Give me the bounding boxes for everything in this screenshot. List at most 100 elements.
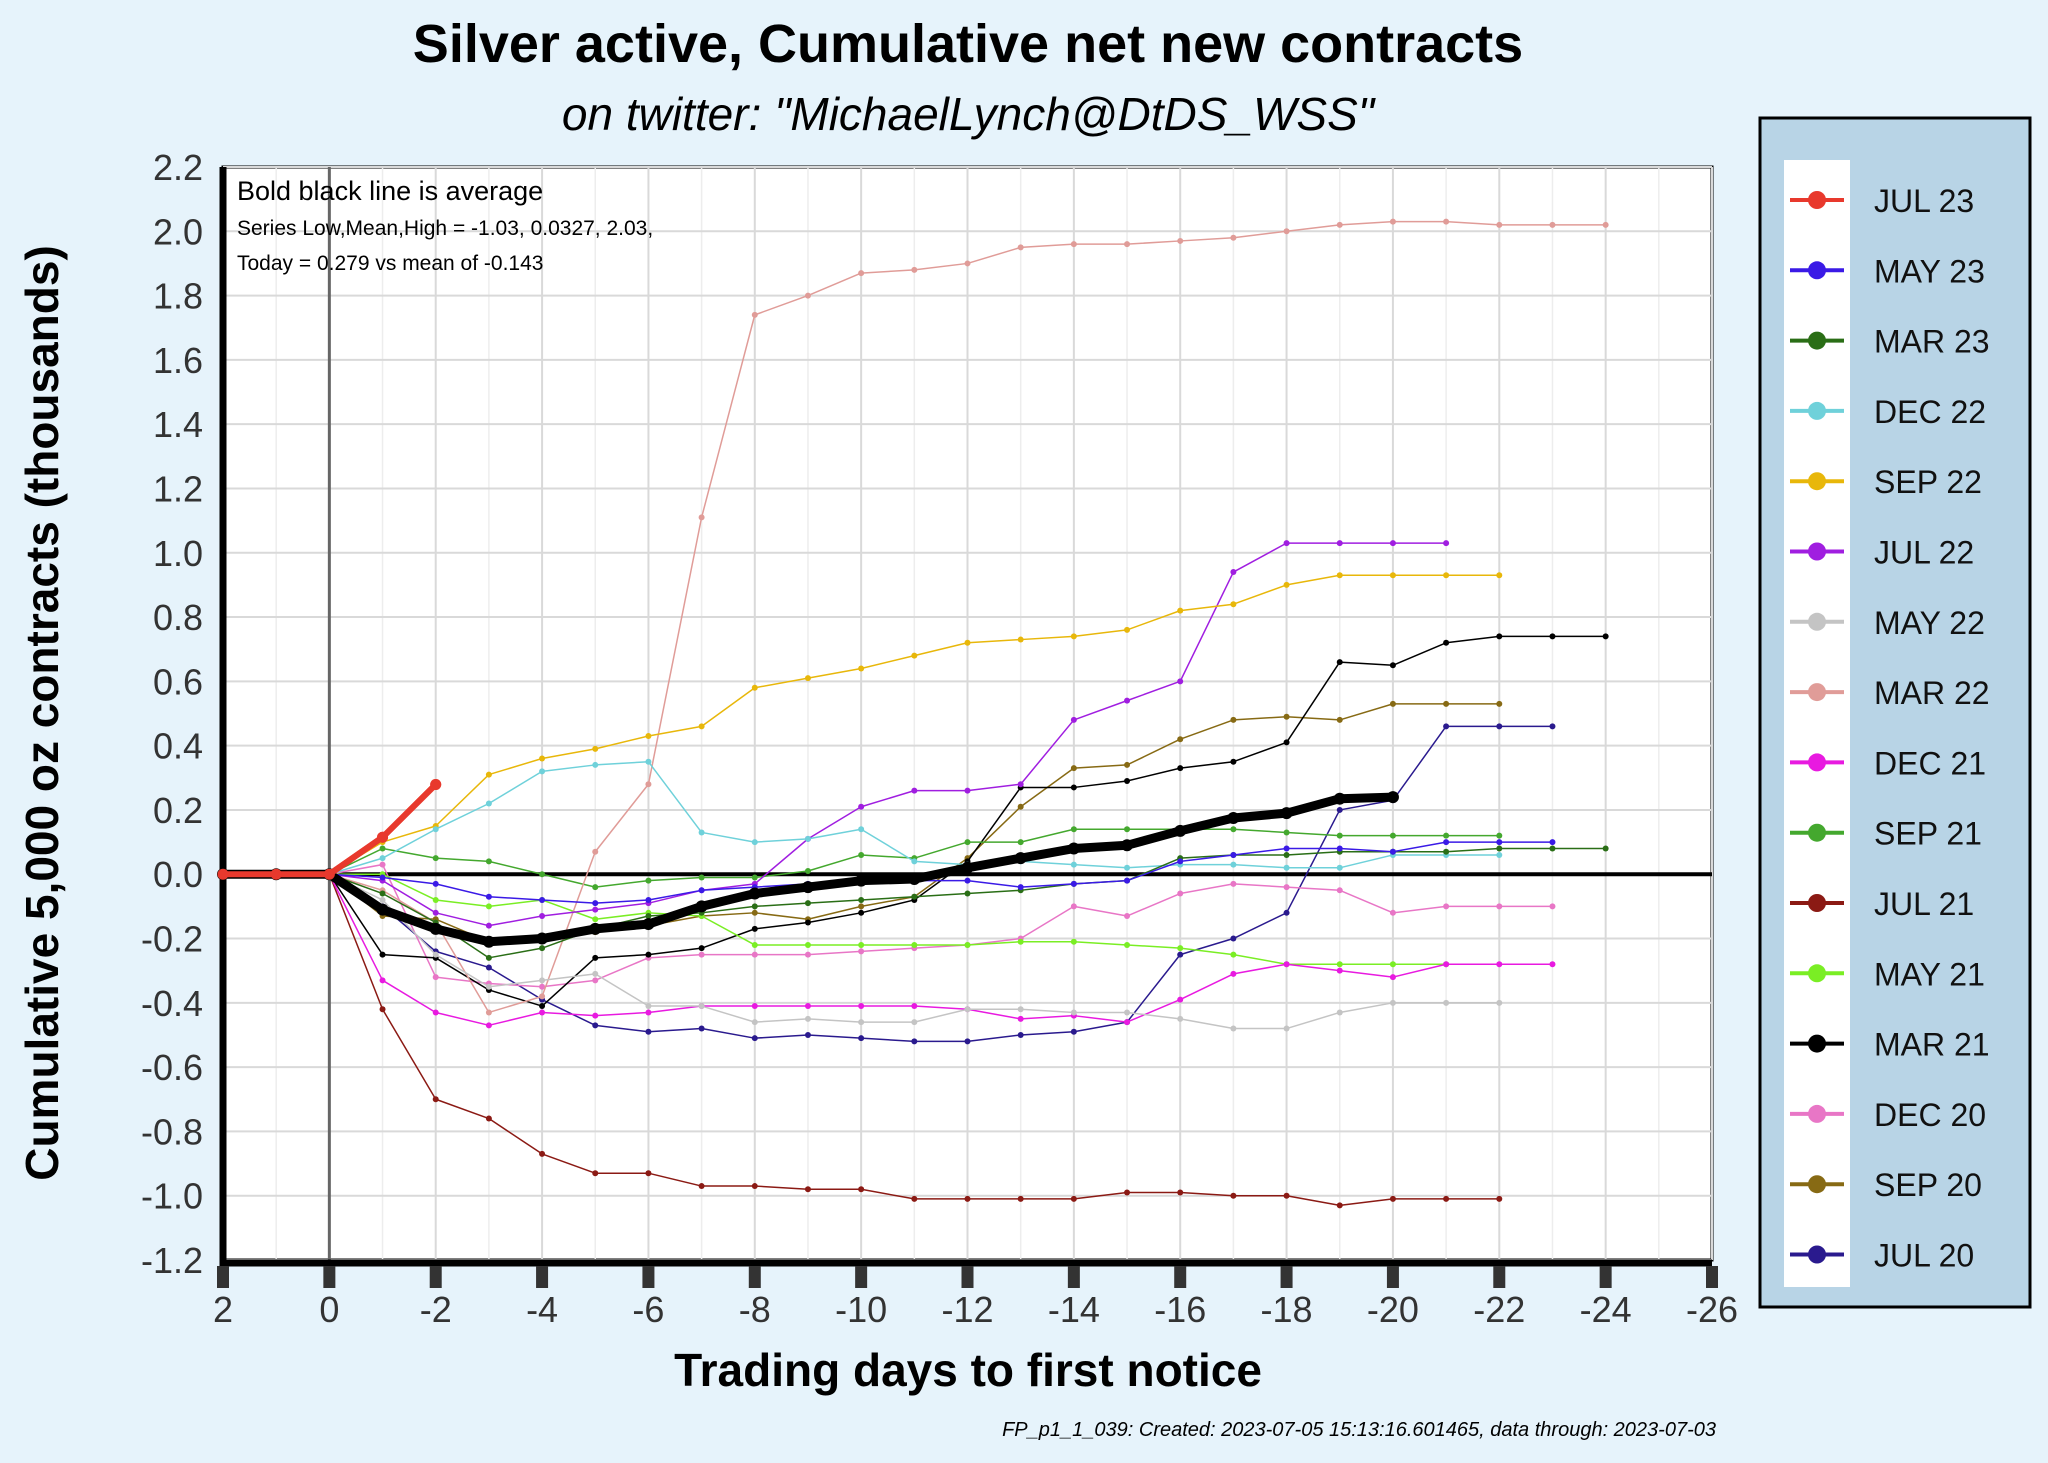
series-mar-22-point-19 (1230, 234, 1237, 241)
series-mar-23-point-8 (645, 913, 652, 920)
series-mar-23-point-25 (1549, 845, 1556, 852)
legend-item-dec-20: DEC 20 (1790, 1097, 1986, 1133)
series-jul-21-point-18 (1177, 1189, 1184, 1196)
series-dec-21-point-24 (1496, 961, 1503, 968)
legend-item-jul-20: JUL 20 (1790, 1238, 1974, 1274)
x-tick-label-12: -22 (1473, 1289, 1525, 1330)
series-mar-22-point-14 (964, 260, 971, 267)
series-sep-22-point-8 (645, 733, 652, 740)
series-dec-21-point-19 (1230, 970, 1237, 977)
series-mar-21-point-10 (751, 925, 758, 932)
series-sep-22-point-10 (751, 684, 758, 691)
y-tick-label-16: -1.0 (141, 1176, 203, 1217)
series-sep-21-point-23 (1443, 832, 1450, 839)
average-series-point-14 (961, 861, 974, 874)
series-may-23-point-8 (645, 896, 652, 903)
series-sep-22-point-24 (1496, 572, 1503, 579)
series-may-23-point-4 (432, 880, 439, 887)
series-may-22-point-14 (964, 1006, 971, 1013)
y-tick-label-17: -1.2 (141, 1240, 203, 1281)
series-sep-20-point-22 (1389, 700, 1396, 707)
legend-item-sep-21: SEP 21 (1790, 816, 1982, 852)
series-jul-22-point-14 (964, 787, 971, 794)
series-mar-23-point-20 (1283, 851, 1290, 858)
series-sep-22-point-16 (1070, 633, 1077, 640)
series-may-21-point-22 (1389, 961, 1396, 968)
series-sep-22-point-19 (1230, 601, 1237, 608)
series-mar-21-point-23 (1443, 639, 1450, 646)
series-jul-22-point-17 (1124, 697, 1131, 704)
series-sep-20-point-19 (1230, 716, 1237, 723)
legend-label: MAR 22 (1874, 675, 1990, 711)
series-dec-22-point-12 (858, 826, 865, 833)
legend-item-sep-20: SEP 20 (1790, 1167, 1982, 1203)
series-jul-21-point-7 (592, 1170, 599, 1177)
series-dec-21-point-3 (379, 977, 386, 984)
series-sep-20-point-24 (1496, 700, 1503, 707)
series-dec-20-point-7 (592, 977, 599, 984)
average-series-point-12 (855, 874, 868, 887)
series-mar-22-point-10 (751, 311, 758, 318)
series-dec-21-point-22 (1389, 974, 1396, 981)
series-jul-22-point-15 (1017, 781, 1024, 788)
x-axis-label: Trading days to first notice (674, 1344, 1262, 1396)
series-mar-23-point-12 (858, 896, 865, 903)
series-dec-22-point-17 (1124, 864, 1131, 871)
series-dec-22-point-11 (804, 835, 811, 842)
series-sep-22-point-11 (804, 675, 811, 682)
legend-label: JUL 22 (1874, 535, 1974, 571)
series-may-22-point-20 (1283, 1025, 1290, 1032)
series-may-22-point-13 (911, 1019, 918, 1026)
series-may-23-point-15 (1017, 884, 1024, 891)
legend-item-mar-22: MAR 22 (1790, 675, 1990, 711)
series-dec-21-point-13 (911, 1003, 918, 1010)
series-dec-20-point-10 (751, 951, 758, 958)
series-sep-21-point-16 (1070, 826, 1077, 833)
series-jul-21-point-9 (698, 1183, 705, 1190)
average-series-point-17 (1121, 839, 1134, 852)
series-jul-22-point-7 (592, 906, 599, 913)
x-tick-label-1: 0 (319, 1289, 339, 1330)
series-jul-20-point-9 (698, 1025, 705, 1032)
series-dec-21-point-7 (592, 1012, 599, 1019)
y-tick-label-3: 1.6 (153, 340, 203, 381)
legend-label: MAY 23 (1874, 253, 1985, 289)
series-dec-22-point-4 (432, 826, 439, 833)
series-may-21-line (223, 873, 1447, 965)
y-tick-label-12: -0.2 (141, 919, 203, 960)
average-series-point-13 (908, 873, 921, 886)
series-may-22-point-4 (432, 951, 439, 958)
legend-swatch-dot (1808, 612, 1826, 631)
average-series-point-4 (429, 922, 442, 935)
series-jul-22-point-20 (1283, 540, 1290, 547)
series-may-22-point-3 (379, 896, 386, 903)
series-dec-20-point-9 (698, 951, 705, 958)
series-jul-23-top-point-1 (270, 868, 282, 880)
x-tick-mark-5 (748, 1266, 761, 1288)
x-tick-mark-11 (1386, 1266, 1399, 1288)
legend-item-mar-21: MAR 21 (1790, 1027, 1990, 1063)
series-may-22-point-7 (592, 970, 599, 977)
y-tick-label-7: 0.8 (153, 597, 203, 638)
series-dec-21-point-23 (1443, 961, 1450, 968)
chart-subtitle: on twitter: "MichaelLynch@DtDS_WSS" (562, 88, 1377, 140)
series-jul-20-point-23 (1443, 723, 1450, 730)
series-may-21-point-7 (592, 916, 599, 923)
series-may-22-point-8 (645, 1003, 652, 1010)
series-jul-22-point-22 (1389, 540, 1396, 547)
series-may-22-point-23 (1443, 999, 1450, 1006)
x-tick-label-7: -12 (941, 1289, 993, 1330)
series-jul-22-point-13 (911, 787, 918, 794)
x-tick-mark-3 (536, 1266, 549, 1288)
series-mar-22-point-21 (1336, 221, 1343, 228)
series-jul-20-point-11 (804, 1031, 811, 1038)
x-tick-mark-0 (217, 1266, 229, 1288)
series-sep-21-point-5 (485, 858, 492, 865)
series-may-21-point-19 (1230, 951, 1237, 958)
x-tick-label-4: -6 (632, 1289, 664, 1330)
series-dec-21-point-18 (1177, 996, 1184, 1003)
series-may-22-point-10 (751, 1019, 758, 1026)
series-mar-21-point-25 (1549, 633, 1556, 640)
series-dec-22-point-6 (539, 768, 546, 775)
series-jul-20-point-20 (1283, 909, 1290, 916)
